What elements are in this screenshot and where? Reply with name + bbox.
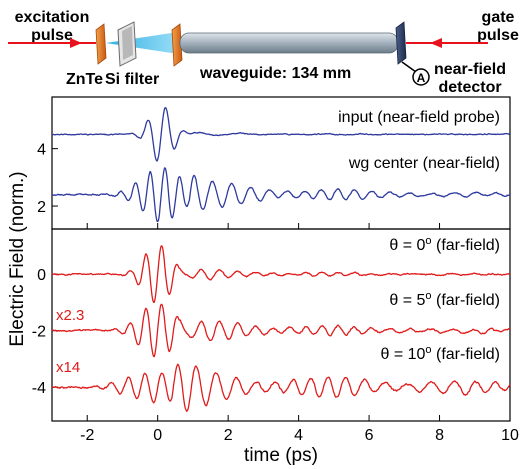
x-axis-label: time (ps): [244, 445, 318, 466]
scale-factor-label: x2.3: [56, 307, 84, 324]
si-filter-label: Si filter: [105, 71, 159, 88]
excitation-label-line2: pulse: [31, 27, 73, 44]
bottom-panel-y-tick-label: -4: [32, 380, 46, 397]
x-tick-label: 0: [153, 427, 162, 444]
x-tick-label: -2: [80, 427, 94, 444]
bottom-panel-frame: [51, 228, 511, 422]
coupler: [171, 23, 183, 67]
x-tick-label: 8: [435, 427, 444, 444]
si-filter-face: [122, 26, 133, 60]
bottom-panel-series-label: θ = 10o (far-field): [380, 344, 500, 363]
axis-ticks: -2 0 2 4 6 8 10 2 4 -4 -2 0: [32, 142, 519, 444]
excitation-arrow-icon: [70, 38, 82, 48]
znte-label: ZnTe: [66, 71, 103, 88]
gate-label-line1: gate: [482, 9, 515, 26]
x-tick-label: 4: [294, 427, 303, 444]
top-panel-series-label: wg center (near-field): [348, 155, 500, 172]
bottom-panel-series-label: θ = 5o (far-field): [389, 290, 500, 309]
bottom-panel-series-line: [51, 303, 511, 358]
scale-factor-label: x14: [56, 359, 80, 376]
detector: [395, 21, 407, 65]
x-tick-label: 10: [501, 427, 519, 444]
terahertz-beam: [106, 32, 178, 54]
bottom-panel-series-line: [51, 363, 511, 412]
plot-area: -2 0 2 4 6 8 10 2 4 -4 -2 0 input (near-field probe…: [32, 96, 519, 444]
waveguide-label: waveguide: 134 mm: [199, 65, 351, 82]
x-tick-label: 2: [224, 427, 233, 444]
waveguide: [179, 32, 399, 54]
top-panel-series-label: input (near-field probe): [338, 109, 500, 126]
bottom-panel-series-line: [51, 245, 511, 303]
bottom-panel-y-tick-label: 0: [37, 267, 46, 284]
bottom-panel-y-tick-label: -2: [32, 324, 46, 341]
schematic: excitation pulse gate pulse A ZnTe Si fi…: [8, 9, 519, 96]
top-panel-y-tick-label: 4: [37, 142, 46, 159]
x-tick-label: 6: [365, 427, 374, 444]
y-axis-label: Electric Field (norm.): [7, 171, 28, 346]
excitation-label-line1: excitation: [15, 9, 90, 26]
top-panel-series-line: [51, 167, 511, 223]
top-panel-series-line: [51, 107, 511, 162]
ammeter-icon: [412, 68, 430, 86]
bottom-panel-series-label: θ = 0o (far-field): [389, 235, 500, 254]
detector-lead: [401, 61, 417, 73]
ammeter-symbol: A: [417, 71, 426, 85]
data-traces: [51, 107, 511, 412]
znte-crystal: [95, 23, 107, 65]
detector-label-line1: near-field: [434, 61, 506, 78]
detector-label-line2: detector: [438, 79, 501, 96]
series-labels: input (near-field probe) wg center (near-…: [56, 109, 500, 376]
gate-label-line2: pulse: [477, 27, 519, 44]
top-panel-y-tick-label: 2: [37, 199, 46, 216]
gate-arrow-icon: [430, 38, 442, 48]
